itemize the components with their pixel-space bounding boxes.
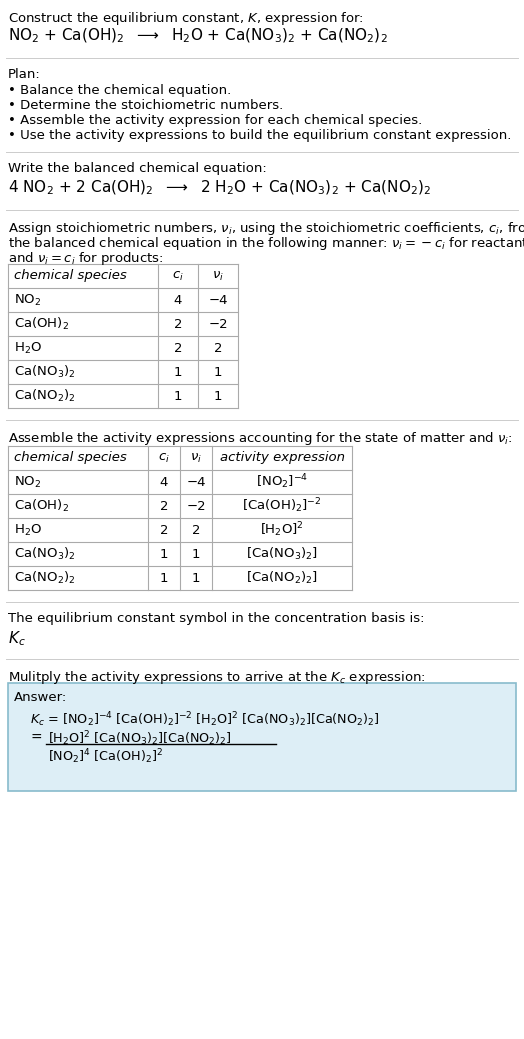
Text: The equilibrium constant symbol in the concentration basis is:: The equilibrium constant symbol in the c… xyxy=(8,612,424,625)
Text: • Assemble the activity expression for each chemical species.: • Assemble the activity expression for e… xyxy=(8,114,422,127)
Text: Ca(OH)$_2$: Ca(OH)$_2$ xyxy=(14,498,69,514)
Text: [H$_2$O]$^2$: [H$_2$O]$^2$ xyxy=(260,521,304,539)
Text: H$_2$O: H$_2$O xyxy=(14,341,42,355)
Text: 4: 4 xyxy=(160,476,168,488)
Text: and $\nu_i = c_i$ for products:: and $\nu_i = c_i$ for products: xyxy=(8,250,163,267)
Text: 1: 1 xyxy=(160,571,168,585)
Text: −4: −4 xyxy=(186,476,206,488)
Text: the balanced chemical equation in the following manner: $\nu_i = -c_i$ for react: the balanced chemical equation in the fo… xyxy=(8,235,524,252)
Text: $c_i$: $c_i$ xyxy=(172,269,184,283)
Text: Construct the equilibrium constant, $K$, expression for:: Construct the equilibrium constant, $K$,… xyxy=(8,10,364,27)
Text: $c_i$: $c_i$ xyxy=(158,452,170,464)
Text: 4 NO$_2$ + 2 Ca(OH)$_2$  $\longrightarrow$  2 H$_2$O + Ca(NO$_3$)$_2$ + Ca(NO$_2: 4 NO$_2$ + 2 Ca(OH)$_2$ $\longrightarrow… xyxy=(8,179,431,197)
Text: [NO$_2$]$^{-4}$: [NO$_2$]$^{-4}$ xyxy=(256,473,308,491)
Text: Answer:: Answer: xyxy=(14,691,67,704)
Text: activity expression: activity expression xyxy=(220,452,344,464)
Text: Assemble the activity expressions accounting for the state of matter and $\nu_i$: Assemble the activity expressions accoun… xyxy=(8,430,512,447)
Text: 2: 2 xyxy=(160,524,168,536)
Text: 1: 1 xyxy=(214,390,222,402)
Text: 1: 1 xyxy=(192,548,200,560)
Text: Ca(OH)$_2$: Ca(OH)$_2$ xyxy=(14,316,69,332)
Text: Mulitply the activity expressions to arrive at the $K_c$ expression:: Mulitply the activity expressions to arr… xyxy=(8,669,426,686)
Text: −2: −2 xyxy=(208,318,228,330)
Text: Assign stoichiometric numbers, $\nu_i$, using the stoichiometric coefficients, $: Assign stoichiometric numbers, $\nu_i$, … xyxy=(8,220,524,237)
Text: 2: 2 xyxy=(174,342,182,354)
Text: Ca(NO$_3$)$_2$: Ca(NO$_3$)$_2$ xyxy=(14,545,75,562)
Text: Write the balanced chemical equation:: Write the balanced chemical equation: xyxy=(8,162,267,175)
Text: 2: 2 xyxy=(214,342,222,354)
Text: $K_c$ = $[\mathrm{NO_2}]^{-4}$ $[\mathrm{Ca(OH)_2}]^{-2}$ $[\mathrm{H_2O}]^2$ $[: $K_c$ = $[\mathrm{NO_2}]^{-4}$ $[\mathrm… xyxy=(30,710,380,728)
Text: 1: 1 xyxy=(174,390,182,402)
Bar xyxy=(8,683,516,791)
Text: 4: 4 xyxy=(174,293,182,307)
Text: NO$_2$ + Ca(OH)$_2$  $\longrightarrow$  H$_2$O + Ca(NO$_3$)$_2$ + Ca(NO$_2$)$_2$: NO$_2$ + Ca(OH)$_2$ $\longrightarrow$ H$… xyxy=(8,27,388,46)
Text: Ca(NO$_2$)$_2$: Ca(NO$_2$)$_2$ xyxy=(14,570,75,586)
Text: $\nu_i$: $\nu_i$ xyxy=(190,452,202,464)
Text: NO$_2$: NO$_2$ xyxy=(14,292,41,308)
Text: Ca(NO$_2$)$_2$: Ca(NO$_2$)$_2$ xyxy=(14,388,75,404)
Text: chemical species: chemical species xyxy=(14,269,127,283)
Text: [Ca(NO$_3$)$_2$]: [Ca(NO$_3$)$_2$] xyxy=(246,545,318,562)
Text: 2: 2 xyxy=(192,524,200,536)
Text: −4: −4 xyxy=(208,293,228,307)
Text: • Use the activity expressions to build the equilibrium constant expression.: • Use the activity expressions to build … xyxy=(8,129,511,142)
Text: [Ca(OH)$_2$]$^{-2}$: [Ca(OH)$_2$]$^{-2}$ xyxy=(242,497,322,515)
Text: • Determine the stoichiometric numbers.: • Determine the stoichiometric numbers. xyxy=(8,99,283,112)
Text: [Ca(NO$_2$)$_2$]: [Ca(NO$_2$)$_2$] xyxy=(246,570,318,586)
Text: 2: 2 xyxy=(160,500,168,512)
Text: Plan:: Plan: xyxy=(8,68,41,81)
Text: chemical species: chemical species xyxy=(14,452,127,464)
Text: 1: 1 xyxy=(192,571,200,585)
Text: −2: −2 xyxy=(186,500,206,512)
Text: 1: 1 xyxy=(214,366,222,378)
Text: • Balance the chemical equation.: • Balance the chemical equation. xyxy=(8,84,231,97)
Text: H$_2$O: H$_2$O xyxy=(14,523,42,537)
Text: 2: 2 xyxy=(174,318,182,330)
Text: $\nu_i$: $\nu_i$ xyxy=(212,269,224,283)
Text: 1: 1 xyxy=(160,548,168,560)
Text: 1: 1 xyxy=(174,366,182,378)
Text: =: = xyxy=(30,731,41,745)
Text: $[\mathrm{H_2O}]^2$ $[\mathrm{Ca(NO_3)_2}][\mathrm{Ca(NO_2)_2}]$: $[\mathrm{H_2O}]^2$ $[\mathrm{Ca(NO_3)_2… xyxy=(48,729,232,748)
Text: NO$_2$: NO$_2$ xyxy=(14,475,41,489)
Text: $[\mathrm{NO_2}]^4$ $[\mathrm{Ca(OH)_2}]^2$: $[\mathrm{NO_2}]^4$ $[\mathrm{Ca(OH)_2}]… xyxy=(48,747,163,766)
Text: Ca(NO$_3$)$_2$: Ca(NO$_3$)$_2$ xyxy=(14,364,75,380)
Text: $K_c$: $K_c$ xyxy=(8,629,26,647)
